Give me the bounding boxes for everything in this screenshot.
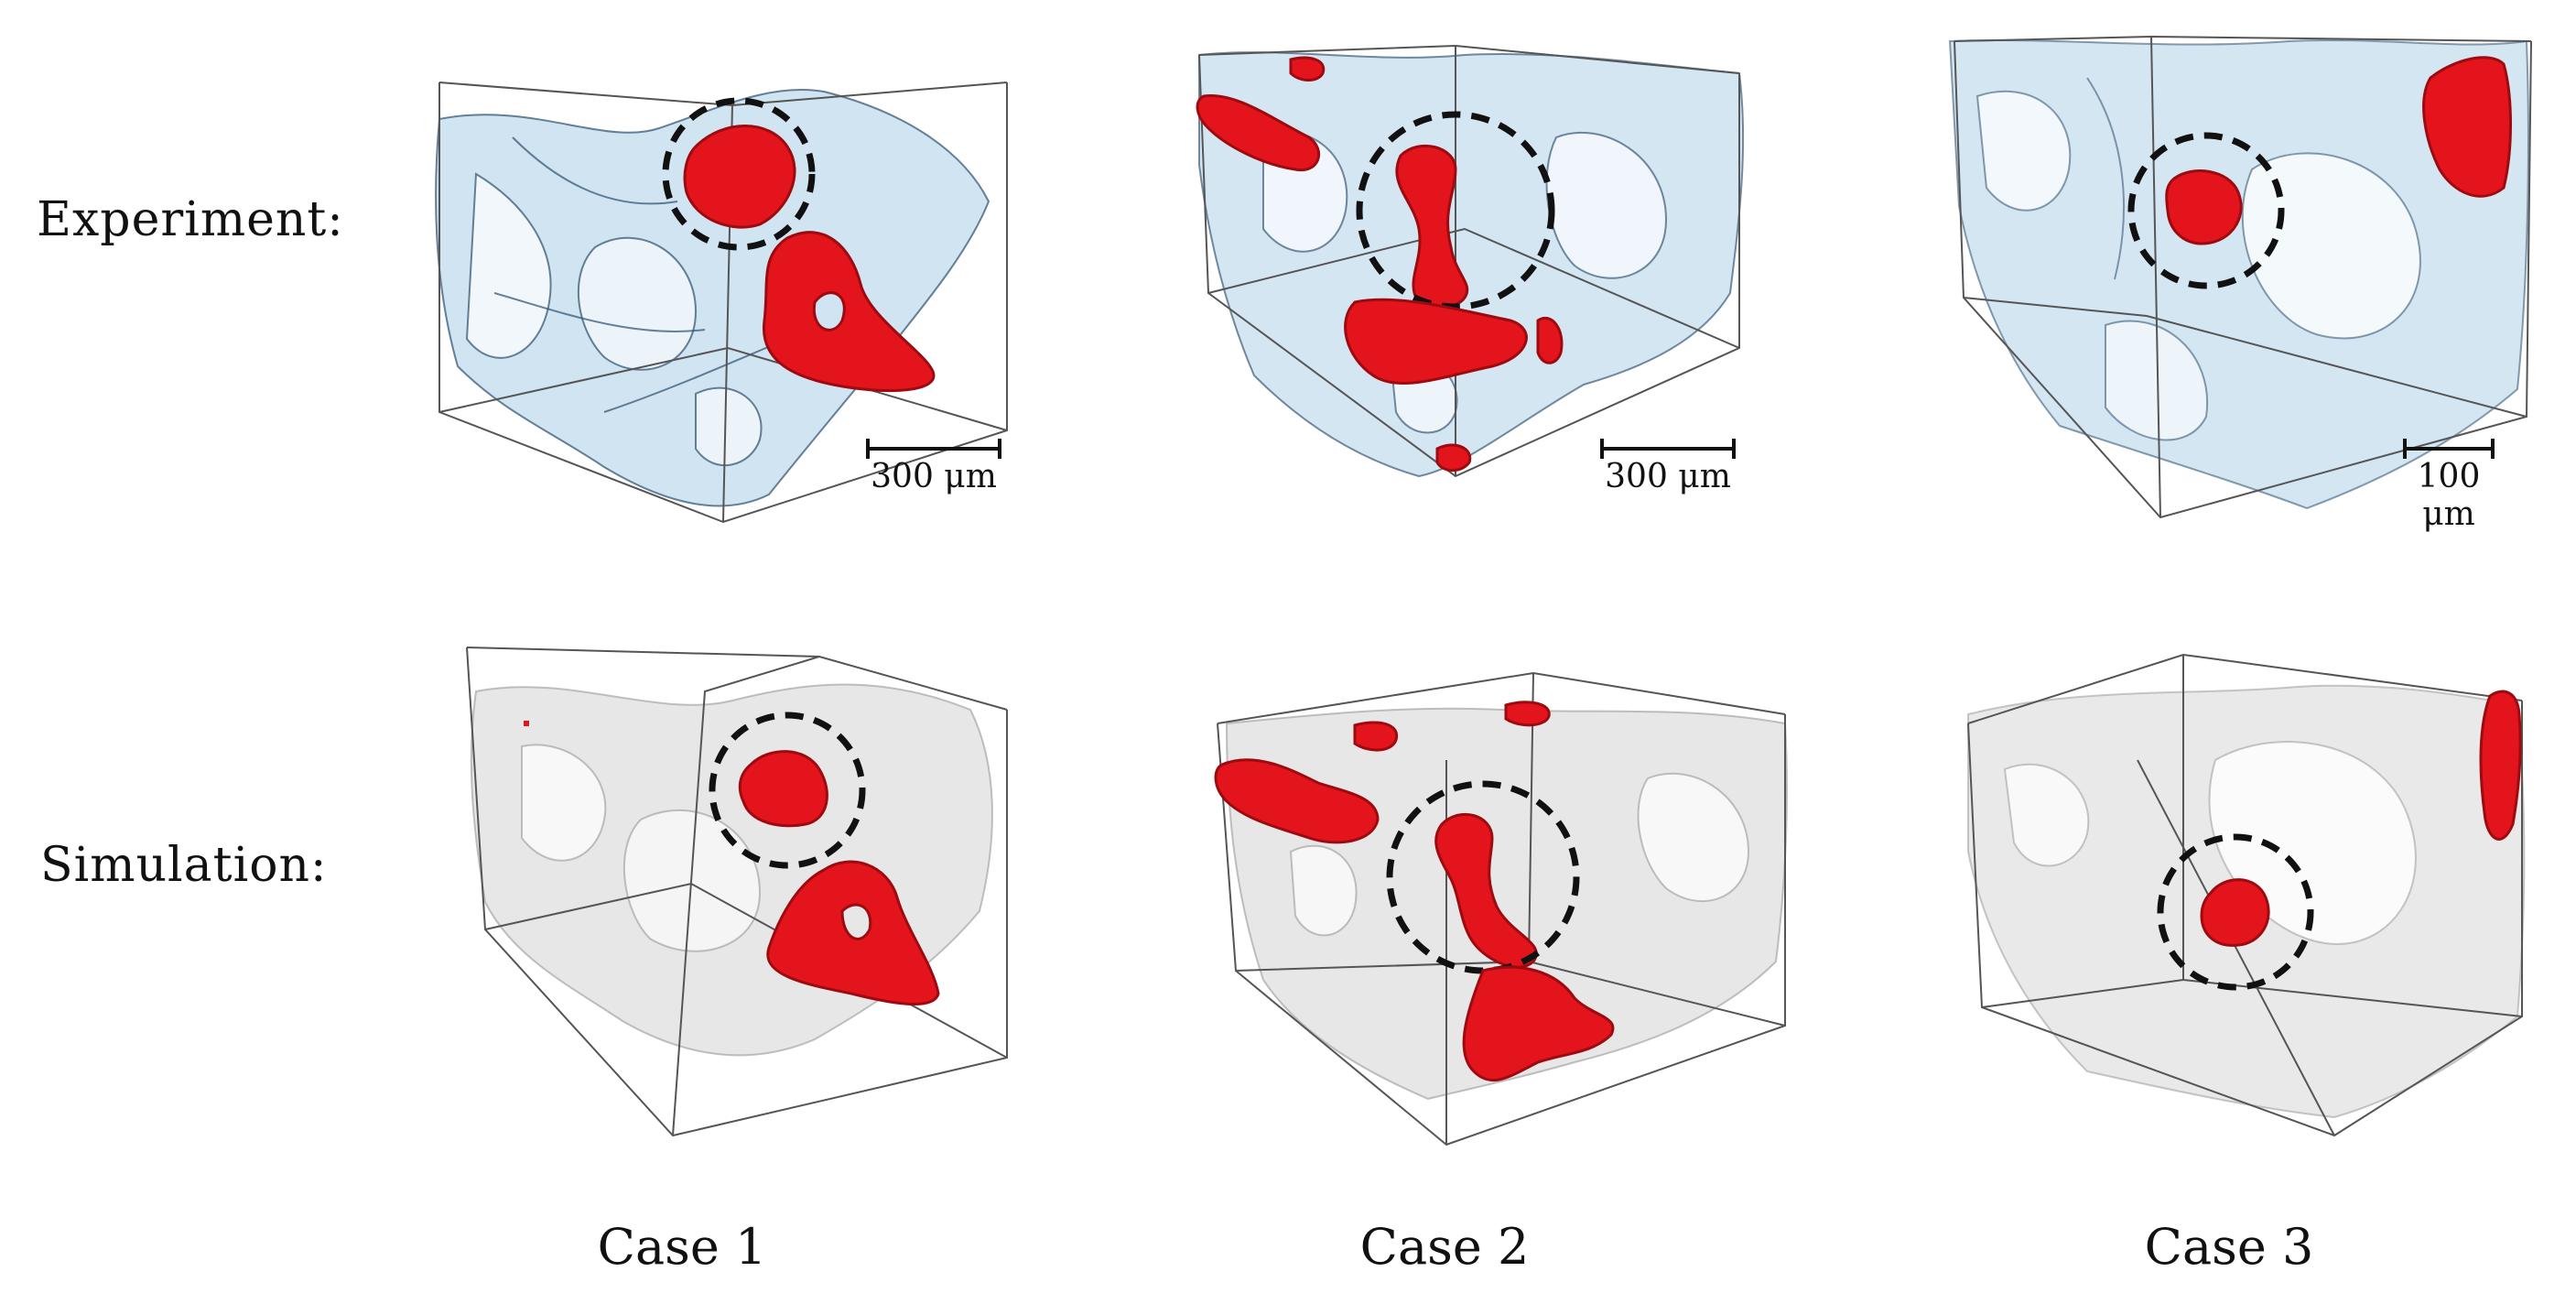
scale-bar-case-1: 300 μm (860, 439, 1007, 495)
highlight-circle (1386, 780, 1580, 974)
scale-bar-case-2: 300 μm (1595, 439, 1741, 495)
red-ganglion-highlighted (2165, 169, 2243, 245)
case-label-1: Case 1 (597, 1218, 767, 1276)
red-ganglion-highlighted (738, 750, 828, 828)
simulation-box-outline (1217, 671, 1786, 1146)
scale-bar-line (866, 439, 1001, 459)
red-ganglion-highlighted (1434, 812, 1538, 969)
simulation-case-2-render (1208, 668, 1803, 1146)
red-ganglion-highlighted (2200, 878, 2270, 947)
scale-bar-label: 300 μm (871, 458, 997, 495)
red-ganglion-secondary (1196, 56, 1564, 473)
red-fragment (524, 721, 529, 726)
experiment-tissue-mesh (1198, 51, 1745, 478)
scale-bar-line (1600, 439, 1736, 459)
row-label-experiment: Experiment: (37, 192, 344, 247)
red-ganglion-secondary (2422, 56, 2512, 198)
highlight-circle (2127, 132, 2285, 289)
scale-bar-label: 100 μm (2417, 458, 2481, 533)
simulation-box-outline (466, 647, 1008, 1137)
highlight-circle (2157, 833, 2314, 991)
red-ganglion-secondary (1214, 701, 1615, 1081)
highlight-circle (1356, 111, 1555, 310)
scale-bar-case-3: 100 μm (2389, 439, 2508, 533)
highlight-circle (709, 712, 866, 869)
row-label-simulation: Simulation: (40, 838, 328, 893)
red-ganglion-highlighted (1395, 144, 1469, 310)
scale-bar-line (2403, 439, 2495, 459)
experiment-box-outline (1954, 35, 2532, 519)
simulation-case-3-render (1950, 650, 2545, 1145)
experiment-box-outline (1198, 44, 1740, 478)
scale-bar-label: 300 μm (1605, 458, 1731, 495)
red-ganglion-secondary (762, 231, 936, 393)
case-label-3: Case 3 (2144, 1218, 2314, 1276)
red-ganglion-highlighted (683, 125, 796, 229)
experiment-case-3-render (1941, 23, 2545, 519)
highlight-circle (662, 97, 816, 251)
experiment-case-1-render (421, 64, 1025, 540)
case-label-2: Case 2 (1359, 1218, 1530, 1276)
experiment-case-2-render (1190, 37, 1776, 494)
experiment-tissue-mesh (435, 89, 990, 507)
simulation-box-outline (1967, 653, 2523, 1137)
experiment-tissue-mesh (1948, 38, 2529, 510)
red-ganglion-secondary (2479, 690, 2522, 841)
experiment-box-outline (438, 82, 1008, 524)
red-ganglion-secondary (766, 860, 940, 1005)
simulation-case-1-render (458, 636, 1025, 1149)
